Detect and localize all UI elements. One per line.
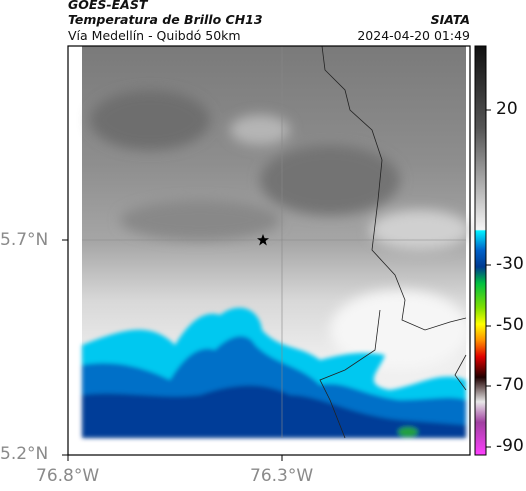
map-border [67,45,471,456]
timestamp: 2024-04-20 01:49 [357,28,470,43]
location-marker [257,234,269,246]
cold-cloud-tops [82,307,466,438]
colorbar-label: -50 [496,315,524,335]
lon-label: 76.8°W [36,466,100,486]
org-label: SIATA [430,12,470,27]
lon-label: 76.3°W [250,466,314,486]
colorbar [474,45,487,456]
lat-label: 5.7°N [0,230,49,250]
colorbar-ticks [486,109,491,448]
colorbar-label: -30 [496,254,524,274]
colorbar-label: 20 [496,99,518,119]
colorbar-label: -90 [496,436,524,456]
cloud-texture [90,90,470,370]
product-title: Temperatura de Brillo CH13 [68,12,263,27]
borders [319,45,467,439]
route-label: Vía Medellín - Quibdó 50km [68,28,241,43]
colorbar-label: -70 [496,375,524,395]
source-label: GOES-EAST [68,0,148,12]
lat-label: 5.2°N [0,444,49,464]
